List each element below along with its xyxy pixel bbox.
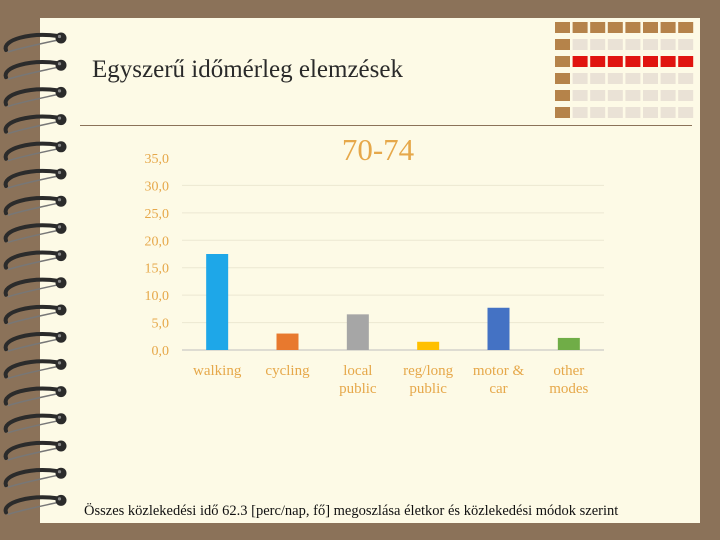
slide-page bbox=[40, 18, 700, 523]
y-tick-label: 5,0 bbox=[152, 317, 170, 332]
grid-tile bbox=[572, 39, 588, 50]
grid-tile bbox=[572, 73, 588, 84]
x-tick-label: cycling bbox=[265, 363, 310, 379]
y-tick-label: 0,0 bbox=[152, 344, 170, 359]
spiral-ring-icon bbox=[3, 358, 67, 380]
spiral-ring-icon bbox=[3, 386, 67, 407]
bar bbox=[206, 254, 229, 350]
grid-tile bbox=[555, 39, 570, 50]
bar bbox=[417, 341, 440, 350]
spiral-ring-icon bbox=[3, 32, 67, 53]
x-tick-label: reg/long public bbox=[403, 363, 453, 397]
grid-tile bbox=[572, 22, 588, 33]
grid-tile bbox=[625, 107, 641, 118]
grid-pattern-icon bbox=[555, 22, 694, 118]
y-tick-label: 10,0 bbox=[145, 289, 170, 304]
grid-tile bbox=[555, 107, 570, 118]
x-tick-label: other modes bbox=[549, 363, 588, 397]
grid-tile bbox=[625, 39, 641, 50]
grid-tile bbox=[607, 90, 623, 101]
spiral-ring-icon bbox=[3, 195, 67, 216]
grid-tile bbox=[555, 22, 570, 33]
grid-tile bbox=[590, 107, 606, 118]
grid-tile bbox=[607, 39, 623, 50]
title-divider bbox=[80, 125, 692, 126]
y-tick-label: 25,0 bbox=[145, 207, 170, 222]
grid-tile bbox=[678, 73, 694, 84]
grid-tile bbox=[660, 73, 676, 84]
grid-tile bbox=[555, 90, 570, 101]
spiral-ring-icon bbox=[3, 331, 67, 352]
x-tick-label: local public bbox=[339, 363, 377, 397]
spiral-ring-icon bbox=[3, 467, 67, 488]
grid-tile bbox=[678, 22, 694, 33]
x-tick-label: motor & car bbox=[473, 363, 525, 397]
grid-tile bbox=[572, 107, 588, 118]
spiral-ring-icon bbox=[3, 440, 67, 461]
spiral-ring-icon bbox=[3, 141, 67, 162]
grid-tile bbox=[660, 22, 676, 33]
bar bbox=[276, 333, 299, 350]
grid-tile bbox=[625, 56, 641, 67]
grid-tile bbox=[590, 90, 606, 101]
grid-tile bbox=[555, 73, 570, 84]
grid-tile bbox=[660, 90, 676, 101]
bar bbox=[346, 314, 369, 350]
spiral-ring-icon bbox=[3, 86, 67, 108]
spiral-ring-icon bbox=[3, 59, 67, 80]
grid-tile bbox=[643, 73, 658, 84]
grid-tile bbox=[607, 22, 623, 33]
grid-tile bbox=[643, 39, 658, 50]
spiral-ring-icon bbox=[3, 494, 67, 516]
grid-tile bbox=[607, 73, 623, 84]
grid-tile bbox=[625, 90, 641, 101]
grid-tile bbox=[660, 39, 676, 50]
grid-tile bbox=[660, 56, 676, 67]
grid-tile bbox=[590, 39, 606, 50]
grid-tile bbox=[607, 107, 623, 118]
grid-tile bbox=[555, 56, 570, 67]
y-tick-label: 35,0 bbox=[145, 152, 170, 167]
spiral-binding-icon bbox=[3, 32, 67, 516]
spiral-ring-icon bbox=[3, 277, 67, 298]
grid-tile bbox=[660, 107, 676, 118]
y-tick-label: 15,0 bbox=[145, 262, 170, 277]
grid-tile bbox=[625, 73, 641, 84]
y-tick-label: 30,0 bbox=[145, 179, 170, 194]
spiral-ring-icon bbox=[3, 250, 67, 271]
grid-tile bbox=[625, 22, 641, 33]
bar bbox=[557, 337, 580, 350]
grid-tile bbox=[643, 22, 658, 33]
grid-tile bbox=[678, 107, 694, 118]
x-tick-label: walking bbox=[193, 363, 242, 379]
spiral-ring-icon bbox=[3, 222, 67, 244]
grid-tile bbox=[678, 39, 694, 50]
grid-tile bbox=[678, 56, 694, 67]
grid-tile bbox=[643, 107, 658, 118]
spiral-ring-icon bbox=[3, 168, 67, 189]
chart-title: 70-74 bbox=[342, 132, 415, 167]
grid-tile bbox=[572, 56, 588, 67]
slide-caption: Összes közlekedési idő 62.3 [perc/nap, f… bbox=[84, 503, 619, 519]
grid-tile bbox=[643, 90, 658, 101]
bar bbox=[487, 307, 510, 350]
spiral-ring-icon bbox=[3, 304, 67, 325]
grid-tile bbox=[590, 73, 606, 84]
grid-tile bbox=[590, 56, 606, 67]
grid-tile bbox=[590, 22, 606, 33]
y-tick-label: 20,0 bbox=[145, 234, 170, 249]
spiral-ring-icon bbox=[3, 114, 67, 135]
spiral-ring-icon bbox=[3, 413, 67, 434]
page-title: Egyszerű időmérleg elemzések bbox=[92, 56, 403, 83]
grid-tile bbox=[607, 56, 623, 67]
grid-tile bbox=[572, 90, 588, 101]
grid-tile bbox=[678, 90, 694, 101]
grid-tile bbox=[643, 56, 658, 67]
